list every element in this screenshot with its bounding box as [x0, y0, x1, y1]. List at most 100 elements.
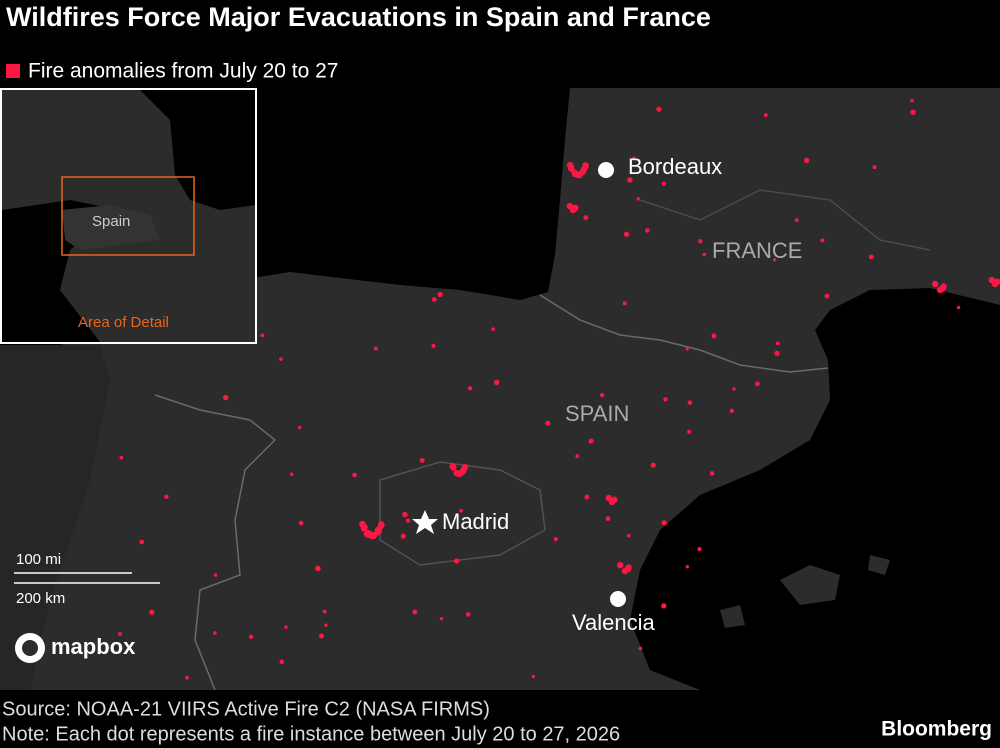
- source: Source: NOAA-21 VIIRS Active Fire C2 (NA…: [2, 698, 490, 720]
- balearic-islands: [720, 555, 890, 628]
- fire-dot: [366, 530, 373, 538]
- fire-dot: [453, 558, 460, 564]
- fire-dot: [584, 494, 590, 500]
- fire-dot: [656, 106, 662, 112]
- fire-dot: [279, 357, 283, 361]
- fire-dot: [465, 612, 471, 617]
- fire-dot: [439, 616, 444, 621]
- legend-label: Fire anomalies from July 20 to 27: [28, 60, 338, 83]
- fire-dot: [794, 218, 799, 222]
- fire-dot: [772, 258, 777, 262]
- fire-dot: [260, 333, 265, 338]
- fire-dot: [702, 252, 707, 257]
- scale-label: 200 km: [16, 590, 65, 607]
- attribution: mapbox: [51, 634, 136, 659]
- fire-dot: [627, 533, 631, 538]
- fire-dot: [406, 518, 411, 523]
- fire-dot: [994, 278, 1000, 285]
- title: Wildfires Force Major Evacuations in Spa…: [6, 2, 711, 32]
- fire-dot: [697, 547, 702, 552]
- fire-dot: [611, 496, 618, 503]
- fire-dot: [600, 392, 605, 398]
- fire-dot: [324, 623, 328, 627]
- fire-dot: [910, 109, 916, 115]
- city-label: Valencia: [572, 610, 656, 635]
- border: [154, 394, 277, 691]
- fire-dot: [185, 675, 189, 680]
- fire-dot: [872, 165, 877, 170]
- fire-dot: [910, 99, 914, 103]
- fire-dot: [650, 462, 656, 468]
- fire-dot: [437, 291, 443, 298]
- fire-dot: [493, 379, 500, 386]
- inset: Spain Area of Detail: [0, 88, 257, 344]
- fire-dot: [582, 162, 589, 169]
- fire-dot: [248, 634, 254, 640]
- fire-dot: [315, 565, 321, 572]
- border: [639, 189, 931, 251]
- fire-dot: [617, 561, 624, 569]
- fire-dot: [164, 494, 169, 499]
- city-marker: [412, 510, 438, 534]
- fire-dot: [566, 202, 574, 210]
- fire-dot: [402, 511, 408, 518]
- fire-dot: [298, 425, 302, 430]
- fire-dot: [605, 516, 611, 522]
- fire-dot: [412, 609, 418, 615]
- country-label: SPAIN: [565, 401, 629, 426]
- fire-dot: [754, 381, 760, 387]
- fire-dot: [318, 633, 324, 639]
- fire-dot: [322, 609, 327, 614]
- fire-dot: [685, 347, 689, 351]
- fire-dot: [571, 205, 579, 212]
- fire-dot: [627, 177, 633, 183]
- city-marker: [610, 591, 626, 607]
- fire-dot: [988, 276, 996, 284]
- fire-dot: [352, 472, 357, 478]
- inset-land: [62, 205, 160, 250]
- fire-dot: [937, 286, 945, 293]
- fire-dot: [711, 333, 717, 339]
- country-label: FRANCE: [712, 238, 802, 263]
- fire-dot: [450, 464, 457, 471]
- fire-dot: [588, 438, 594, 444]
- fire-dot: [820, 238, 825, 243]
- fire-dot: [576, 171, 583, 179]
- fire-dot: [213, 573, 218, 577]
- fire-dot: [461, 463, 469, 471]
- brand: Bloomberg: [881, 718, 992, 741]
- fire-dot: [623, 231, 630, 237]
- fire-dot: [661, 603, 667, 609]
- fire-dot: [284, 625, 288, 629]
- fire-dot: [663, 397, 668, 402]
- fire-dot: [361, 523, 368, 531]
- fire-dot: [645, 228, 650, 233]
- fire-dot: [774, 350, 780, 356]
- fire-dot: [431, 343, 436, 348]
- fire-dot: [553, 537, 558, 542]
- note: Note: Each dot represents a fire instanc…: [2, 723, 620, 745]
- mediterranean: [630, 288, 1000, 690]
- fire-dot: [687, 429, 692, 434]
- fire-dot: [685, 564, 690, 569]
- fire-dot: [467, 386, 473, 391]
- fire-dot: [139, 539, 145, 545]
- fire-dot: [400, 533, 406, 539]
- fire-dot: [419, 457, 425, 463]
- fire-dot: [583, 215, 589, 221]
- fire-dot: [374, 346, 378, 351]
- city-marker: [598, 162, 614, 178]
- fire-dot: [222, 394, 229, 401]
- fire-dot: [605, 494, 613, 502]
- fire-dot: [622, 301, 627, 306]
- fire-dot: [698, 238, 703, 244]
- fire-dot: [149, 609, 155, 615]
- fire-dot: [453, 469, 460, 477]
- fire-dot: [531, 674, 536, 679]
- fire-dot: [119, 455, 124, 460]
- fire-dot: [298, 520, 304, 526]
- fire-dot: [709, 471, 715, 476]
- fire-dot: [545, 420, 551, 426]
- fire-dot: [661, 181, 666, 186]
